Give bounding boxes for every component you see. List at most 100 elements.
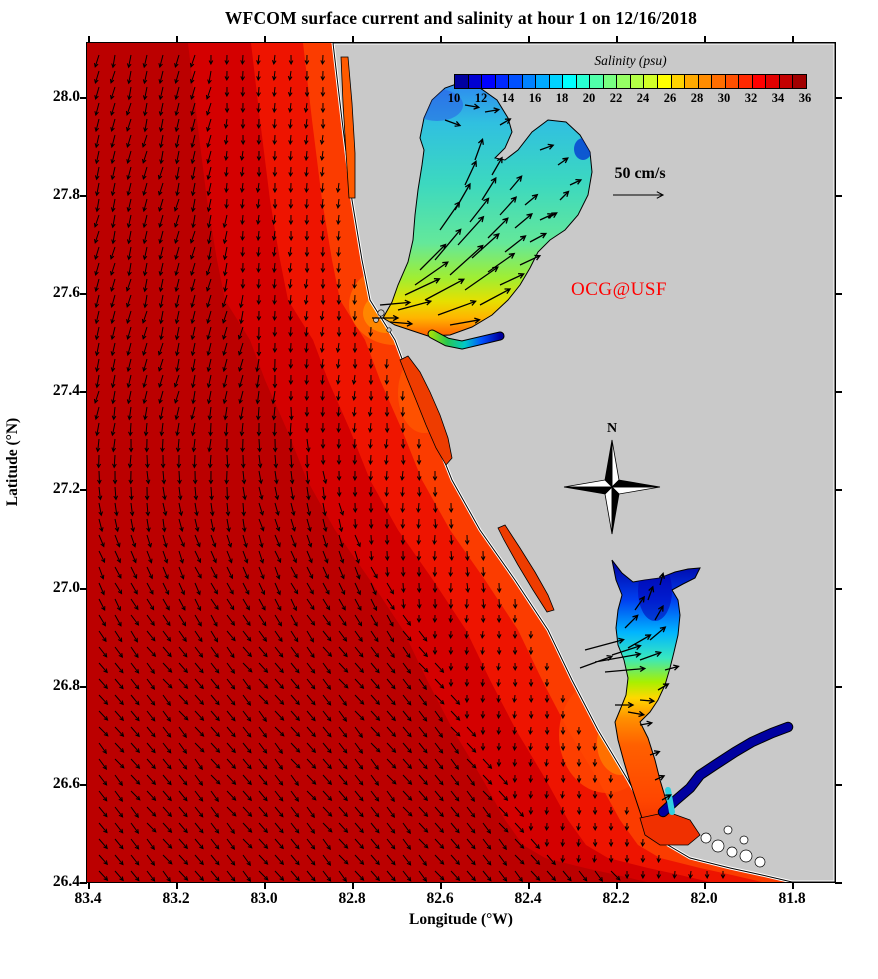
y-tick-label: 26.6 <box>52 775 80 792</box>
axis-tick <box>835 489 842 491</box>
x-tick-label: 82.4 <box>514 890 542 907</box>
watermark-text: OCG@USF <box>571 279 667 300</box>
y-tick-label: 28.0 <box>52 88 80 105</box>
axis-tick <box>528 882 530 889</box>
x-tick-label: 81.8 <box>778 890 806 907</box>
colorbar-title: Salinity (psu) <box>594 53 667 68</box>
colorbar-tick-label: 20 <box>582 91 596 105</box>
axis-tick <box>835 588 842 590</box>
y-axis-label: Latitude (°N) <box>4 417 21 507</box>
colorbar-tick-label: 32 <box>744 91 758 105</box>
colorbar-segment <box>590 75 604 88</box>
colorbar-segment <box>671 75 686 88</box>
axis-tick <box>616 36 618 43</box>
colorbar-tick-labels: 10 12 14 16 18 20 22 24 26 28 30 32 34 36 <box>448 91 812 108</box>
y-tick-label: 27.2 <box>52 480 80 497</box>
axis-tick <box>440 36 442 43</box>
axis-tick <box>528 36 530 43</box>
colorbar-segment <box>549 75 564 88</box>
y-tick-label: 26.4 <box>52 873 80 890</box>
scale-arrow-graphic <box>613 191 665 199</box>
axis-tick <box>80 588 87 590</box>
x-tick-label: 83.0 <box>250 890 278 907</box>
colorbar-segment <box>630 75 645 88</box>
colorbar-tick-label: 10 <box>447 91 461 105</box>
colorbar-segment <box>522 75 537 88</box>
axis-tick <box>616 882 618 889</box>
axis-tick <box>352 882 354 889</box>
colorbar-tick-label: 28 <box>690 91 704 105</box>
x-axis-label: Longitude (°W) <box>409 911 513 928</box>
axis-tick <box>80 784 87 786</box>
current-scale-label: 50 cm/s <box>614 165 666 182</box>
x-tick-label: 83.2 <box>162 890 190 907</box>
colorbar-segment <box>455 75 469 88</box>
axis-tick <box>264 882 266 889</box>
colorbar-segment <box>563 75 577 88</box>
colorbar: Salinity (psu) 10 12 14 16 18 20 22 24 26 28 30 32 3… <box>448 53 812 108</box>
axis-tick <box>264 36 266 43</box>
colorbar-segment <box>766 75 780 88</box>
colorbar-segment <box>657 75 672 88</box>
axis-tick <box>80 195 87 197</box>
axis-tick <box>835 882 842 884</box>
colorbar-tick-label: 24 <box>636 91 650 105</box>
colorbar-segment <box>685 75 699 88</box>
colorbar-segment <box>509 75 523 88</box>
coastal-lagoons <box>340 56 555 613</box>
colorbar-segment <box>576 75 591 88</box>
axis-tick <box>80 489 87 491</box>
y-tick-label: 27.4 <box>52 382 80 399</box>
axis-tick <box>792 882 794 889</box>
axis-tick <box>88 882 90 889</box>
colorbar-segment <box>536 75 550 88</box>
compass-north-label: N <box>606 421 618 436</box>
axis-tick <box>80 293 87 295</box>
colorbar-tick-label: 18 <box>555 91 569 105</box>
x-tick-label: 82.8 <box>338 890 366 907</box>
colorbar-segment <box>739 75 753 88</box>
y-tick-label: 27.0 <box>52 579 80 596</box>
caloosahatchee-river <box>657 721 794 818</box>
axis-tick <box>835 293 842 295</box>
axis-tick <box>835 391 842 393</box>
x-tick-label: 82.2 <box>602 890 630 907</box>
axis-tick <box>80 882 87 884</box>
axis-tick <box>88 36 90 43</box>
axis-tick <box>704 882 706 889</box>
axis-tick <box>352 36 354 43</box>
colorbar-tick-label: 14 <box>501 91 515 105</box>
colorbar-tick-label: 26 <box>663 91 677 105</box>
colorbar-tick-label: 36 <box>798 91 812 105</box>
y-tick-label: 26.8 <box>52 677 80 694</box>
colorbar-segment <box>698 75 713 88</box>
colorbar-segment <box>752 75 767 88</box>
map-plot <box>87 43 835 882</box>
colorbar-segment <box>617 75 631 88</box>
axis-tick <box>80 391 87 393</box>
manatee-river <box>427 329 505 350</box>
axis-tick <box>835 784 842 786</box>
axis-tick <box>440 882 442 889</box>
colorbar-segment <box>495 75 510 88</box>
colorbar-gradient <box>454 74 807 89</box>
axis-tick <box>176 36 178 43</box>
axis-tick <box>835 195 842 197</box>
y-tick-label: 27.6 <box>52 284 80 301</box>
y-tick-label: 27.8 <box>52 186 80 203</box>
compass-rose <box>563 439 661 535</box>
colorbar-tick-label: 12 <box>474 91 488 105</box>
axis-tick <box>792 36 794 43</box>
axis-tick <box>835 686 842 688</box>
tampa-bay <box>382 81 593 337</box>
colorbar-segment <box>603 75 618 88</box>
colorbar-segment <box>725 75 740 88</box>
axis-tick <box>704 36 706 43</box>
colorbar-segment <box>644 75 658 88</box>
x-tick-label: 82.6 <box>426 890 454 907</box>
axis-tick <box>80 686 87 688</box>
x-tick-label: 83.4 <box>74 890 102 907</box>
colorbar-segment <box>779 75 794 88</box>
current-vectors-gulf <box>93 54 726 882</box>
figure-title: WFCOM surface current and salinity at ho… <box>224 8 698 28</box>
